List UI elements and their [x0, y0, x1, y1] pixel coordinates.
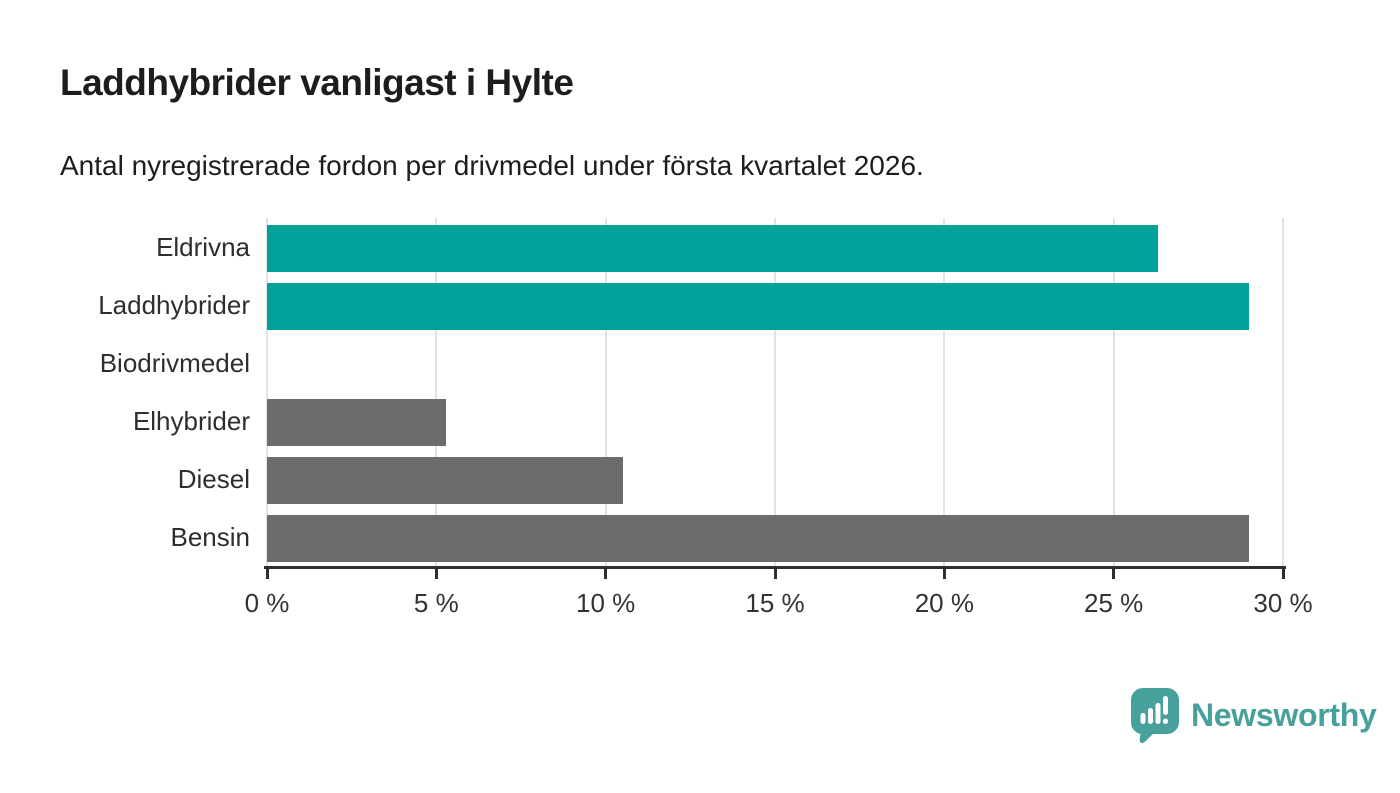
x-axis-tick-label-0: 0 %: [244, 588, 290, 618]
x-axis-tick-label-30: 30 %: [1253, 588, 1313, 618]
logo-exclamation-dot: [1163, 718, 1168, 724]
gridline-30: [1282, 218, 1284, 566]
x-axis-tick-30: [1281, 566, 1285, 579]
x-axis-tick-label-25: 25 %: [1084, 588, 1144, 618]
chart-subtitle: Antal nyregistrerade fordon per drivmede…: [60, 150, 924, 181]
x-axis-tick-0: [265, 566, 269, 579]
gridline-15: [774, 218, 776, 566]
x-axis-tick-25: [1112, 566, 1116, 579]
bar-bensin: [267, 515, 1250, 562]
x-axis-tick-label-15: 15 %: [745, 588, 805, 618]
gridline-5: [435, 218, 438, 566]
x-axis-tick-10: [604, 566, 608, 579]
x-axis-tick-5: [434, 566, 438, 579]
gridline-10: [604, 218, 607, 566]
x-axis: 0 % 5 % 10 % 15 % 20 % 25 % 30 %: [245, 566, 1313, 626]
brand-name: Newsworthy: [1191, 697, 1377, 733]
category-label-laddhybrider: Laddhybrider: [98, 290, 250, 320]
bar-laddhybrider: [267, 283, 1250, 330]
bar-eldrivna: [267, 225, 1158, 272]
x-axis-tick-label-5: 5 %: [413, 588, 459, 618]
brand-footer: Newsworthy: [1130, 687, 1377, 744]
newsworthy-logo-icon: [1130, 688, 1179, 744]
logo-bar-tall: [1155, 703, 1161, 724]
category-label-bensin: Bensin: [170, 522, 251, 552]
bar-elhybrider: [267, 399, 447, 446]
logo-bar-short: [1140, 713, 1146, 724]
plot-area: [266, 218, 1284, 566]
category-label-eldrivna: Eldrivna: [156, 232, 250, 262]
bar-diesel: [267, 457, 623, 504]
category-label-biodrivmedel: Biodrivmedel: [99, 348, 250, 378]
gridline-25: [1112, 218, 1115, 566]
x-axis-tick-label-10: 10 %: [576, 588, 636, 618]
logo-bar-medium: [1148, 708, 1153, 724]
logo-exclamation-bar: [1163, 696, 1168, 715]
category-label-diesel: Diesel: [177, 464, 250, 494]
gridline-0: [266, 218, 268, 566]
x-axis-tick-label-20: 20 %: [914, 588, 974, 618]
category-label-elhybrider: Elhybrider: [132, 406, 250, 436]
chart-title: Laddhybrider vanligast i Hylte: [60, 62, 574, 103]
x-axis-tick-15: [773, 566, 777, 579]
gridline-20: [943, 218, 946, 566]
x-axis-tick-20: [942, 566, 946, 579]
